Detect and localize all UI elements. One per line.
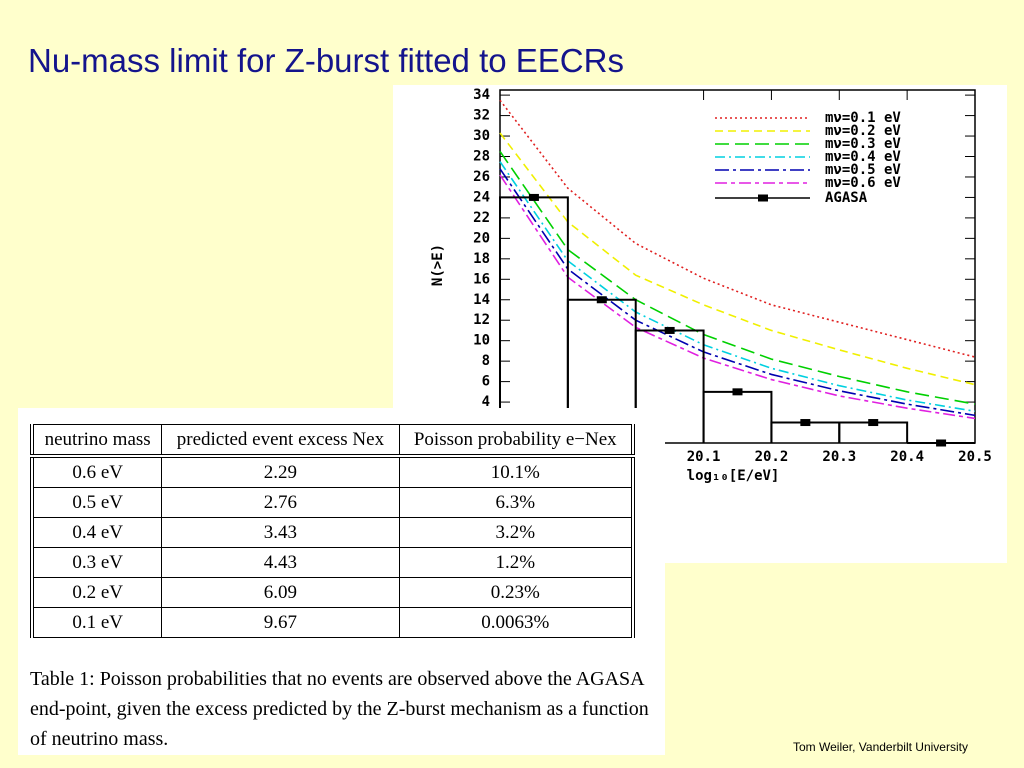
table-row: 0.1 eV 9.67 0.0063% [31,607,634,638]
slide-title: Nu-mass limit for Z-burst fitted to EECR… [28,42,624,79]
table-cell: 9.67 [161,607,400,638]
table-cell: 2.29 [161,455,400,488]
y-axis-label: N(>E) [430,244,446,286]
histogram-point [664,326,675,334]
legend-label: AGASA [825,190,868,206]
y-tick-label: 32 [473,108,490,124]
y-tick-label: 8 [482,353,490,369]
y-tick-label: 26 [473,169,490,185]
table-cell: 6.09 [161,577,400,608]
table-cell: 6.3% [398,487,634,518]
histogram-point [732,388,743,396]
table-cell: 0.6 eV [31,455,163,488]
table-cell: 4.43 [161,547,400,578]
y-tick-label: 16 [473,271,490,287]
table-caption: Table 1: Poisson probabilities that no e… [30,668,649,750]
series-line [499,150,976,405]
header-cell: neutrino mass [31,424,163,458]
legend-label: mν=0.1 eV [825,110,901,126]
footer: Tom Weiler, Vanderbilt University [793,740,968,754]
table-row: 0.6 eV 2.29 10.1% [31,455,634,488]
table-cell: 0.1 eV [31,607,163,638]
y-tick-label: 6 [482,374,490,390]
series-line [499,161,976,413]
y-tick-label: 4 [482,394,490,410]
x-tick-label: 20.1 [687,449,721,465]
x-axis-label: log₁₀[E/eV] [687,468,780,484]
histogram-point [528,193,539,201]
table-cell: 2.76 [161,487,400,518]
histogram-point [800,419,811,427]
histogram-point [868,419,879,427]
y-tick-label: 12 [473,312,490,328]
table-cell: 1.2% [398,547,634,578]
y-tick-label: 22 [473,210,490,226]
y-tick-label: 20 [473,230,490,246]
table: neutrino mass predicted event excess Nex P… [30,424,635,638]
series-line [499,174,976,420]
histogram-point [936,439,947,447]
y-tick-label: 10 [473,333,490,349]
legend-swatch [758,194,768,202]
y-tick-label: 30 [473,128,490,144]
header-cell: predicted event excess Nex [161,424,400,458]
series-line [499,168,976,417]
table-cell: 3.43 [161,517,400,548]
table-cell: 0.3 eV [31,547,163,578]
header-row: neutrino mass predicted event excess Nex P… [31,424,634,458]
y-tick-label: 18 [473,251,490,267]
legend-label: mν=0.6 eV [825,175,901,191]
table-row: 0.5 eV 2.76 6.3% [31,487,634,518]
histogram-bar [702,390,773,443]
table-row: 0.4 eV 3.43 3.2% [31,517,634,548]
legend-label: mν=0.4 eV [825,149,901,165]
table-cell: 0.0063% [398,607,634,638]
y-tick-label: 34 [473,87,490,103]
table-row: 0.2 eV 6.09 0.23% [31,577,634,608]
table-cell: 3.2% [398,517,634,548]
table-cell: 0.4 eV [31,517,163,548]
x-tick-label: 20.5 [958,449,992,465]
x-tick-label: 20.2 [755,449,789,465]
table-cell: 0.23% [398,577,634,608]
table-cell: 0.2 eV [31,577,163,608]
legend-label: mν=0.3 eV [825,136,901,152]
x-tick-label: 20.4 [890,449,924,465]
table-row: 0.3 eV 4.43 1.2% [31,547,634,578]
table-cell: 0.5 eV [31,487,163,518]
legend-label: mν=0.5 eV [825,162,901,178]
x-tick-label: 20.3 [822,449,856,465]
legend-label: mν=0.2 eV [825,123,901,139]
y-tick-label: 24 [473,189,490,205]
header-cell: Poisson probability e−Nex [398,424,634,458]
table-panel: neutrino mass predicted event excess Nex P… [18,408,665,755]
table-cell: 10.1% [398,455,634,488]
y-tick-label: 14 [473,292,490,308]
y-tick-label: 28 [473,149,490,165]
histogram-point [596,296,607,304]
series-line [499,132,976,386]
series-line [499,99,976,358]
